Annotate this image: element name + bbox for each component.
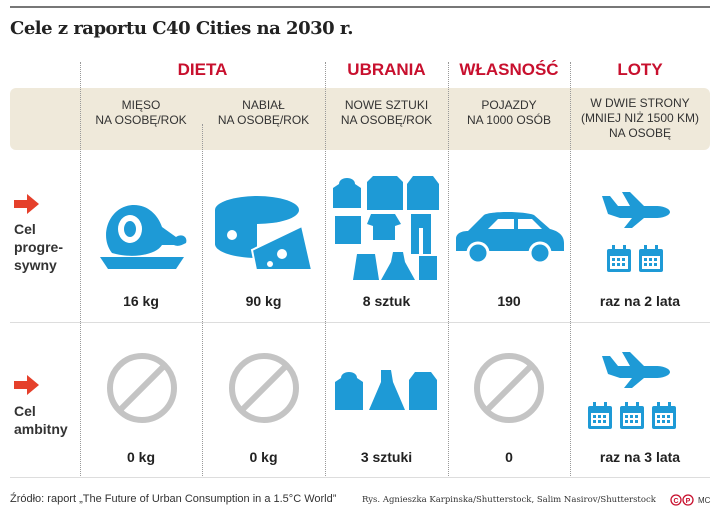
calendar-icon [620,402,644,429]
category-ubrania: UBRANIA [347,60,426,79]
header-line: NABIAŁ [242,98,285,112]
header-line: NA OSOBĘ/ROK [95,113,187,127]
value-vehicles-progressive: 190 [497,293,521,309]
header-line: (MNIEJ NIŻ 1500 KM) [580,111,700,125]
divider [202,124,203,476]
top-rule [10,6,710,8]
row-label-line: ambitny [14,421,68,437]
divider [448,62,449,476]
row-label-progressive: Cel progre-sywny [14,220,63,274]
footer-divider [10,477,710,478]
header-line: NA OSOBĘ/ROK [340,113,433,127]
value-dairy-progressive: 90 kg [245,293,282,309]
header-line: MIĘSO [121,98,161,112]
calendar-icon [588,402,612,429]
divider [325,62,326,476]
image-credit: Rys. Agnieszka Karpinska/Shutterstock, S… [362,495,656,505]
row-label-line: progre- [14,239,63,255]
column-header-dairy: NABIAŁ NA OSOBĘ/ROK [202,98,325,128]
calendar-icon [652,402,676,429]
clothes-icon [333,176,439,280]
value-dairy-ambitious: 0 kg [249,449,278,465]
value-clothes-progressive: 8 sztuk [362,293,411,309]
clothes-icon [335,370,437,410]
value-vehicles-ambitious: 0 [505,449,513,465]
calendar-group [587,402,677,430]
header-line: NA OSOBĘ/ROK [217,113,310,127]
source-note: Źródło: raport „The Future of Urban Cons… [10,493,337,505]
header-line: NOWE SZTUKI [344,98,429,112]
header-line: POJAZDY [481,98,537,112]
author-initials: MC [698,496,711,505]
calendar-icon [639,245,663,272]
car-icon [456,212,564,265]
row-divider [10,322,710,323]
header-line: W DWIE STRONY [590,96,690,110]
category-wlasnosc: WŁASNOŚĆ [459,60,559,79]
header-line: NA OSOBĘ [608,126,672,140]
divider [80,62,81,476]
column-header-meat: MIĘSO NA OSOBĘ/ROK [80,98,202,128]
prohibited-icon [107,353,177,423]
page-title: Cele z raportu C40 Cities na 2030 r. [10,18,354,39]
ham-icon [100,205,187,269]
divider [570,62,571,476]
column-header-vehicles: POJAZDY NA 1000 OSÓB [448,98,570,128]
column-header-clothes: NOWE SZTUKI NA OSOBĘ/ROK [325,98,448,128]
value-flights-progressive: raz na 2 lata [599,293,681,309]
calendar-group [606,245,664,273]
value-meat-progressive: 16 kg [123,293,159,309]
header-line: NA 1000 OSÓB [466,113,552,127]
column-header-flights: W DWIE STRONY (MNIEJ NIŻ 1500 KM) NA OSOBĘ [570,96,710,141]
value-meat-ambitious: 0 kg [126,449,155,465]
row-label-line: Cel [14,221,36,237]
subheader-band [10,88,710,150]
svg-text:P: P [686,498,691,505]
prohibited-icon [229,353,299,423]
airplane-icon [602,192,670,228]
row-label-line: Cel [14,403,36,419]
cheese-icon [215,196,314,271]
row-label-line: sywny [14,257,57,273]
category-loty: LOTY [617,60,663,79]
value-flights-ambitious: raz na 3 lata [599,449,681,465]
calendar-icon [607,245,631,272]
arrow-right-icon [14,375,39,395]
svg-text:C: C [673,498,678,505]
airplane-icon [602,352,670,388]
prohibited-icon [474,353,544,423]
category-dieta: DIETA [177,60,228,79]
row-label-ambitious: Cel ambitny [14,402,68,438]
arrow-right-icon [14,194,39,214]
value-clothes-ambitious: 3 sztuki [360,449,413,465]
